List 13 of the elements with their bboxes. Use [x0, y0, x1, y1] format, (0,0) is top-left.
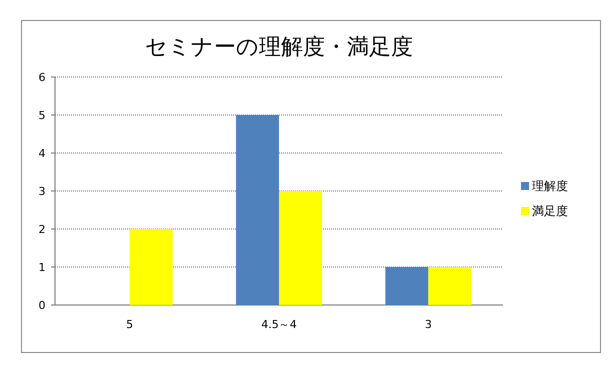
- y-tick-label: 2: [38, 223, 46, 236]
- y-tick-label: 6: [38, 71, 46, 84]
- y-tick-label: 3: [38, 185, 46, 198]
- y-tick-label: 0: [38, 299, 46, 312]
- y-tick-label: 4: [38, 147, 46, 160]
- x-tick-label: 4.5～4: [261, 318, 297, 331]
- x-tick-label: 5: [126, 318, 134, 331]
- y-tick-label: 5: [38, 109, 46, 122]
- x-tick-label: 3: [424, 318, 432, 331]
- legend-label: 理解度: [532, 179, 568, 193]
- y-tick-label: 1: [38, 261, 46, 274]
- legend-label: 満足度: [532, 204, 568, 218]
- title: セミナーの理解度・満足度: [145, 35, 413, 60]
